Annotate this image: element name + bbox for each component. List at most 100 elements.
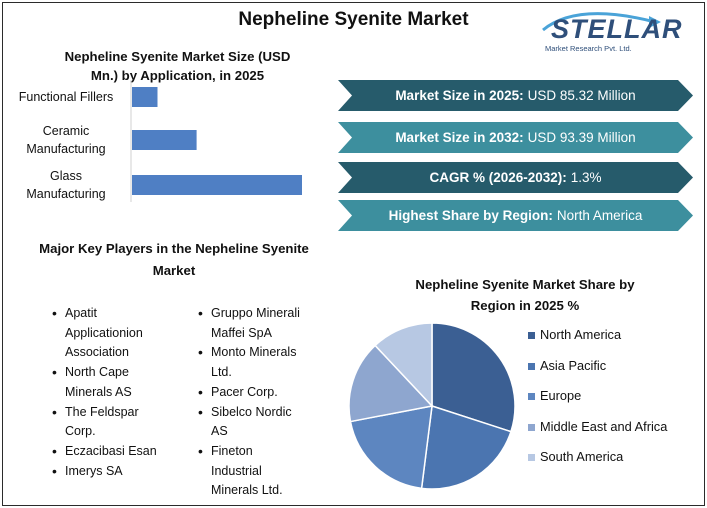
legend-label: Asia Pacific — [540, 357, 607, 373]
logo-tagline: Market Research Pvt. Ltd. — [545, 44, 632, 53]
pie-chart-title-line1: Nepheline Syenite Market Share by — [415, 277, 635, 292]
key-players-title-line2: Market — [152, 263, 196, 278]
stat-banner-2: Market Size in 2032: USD 93.39 Million — [338, 122, 693, 153]
key-player-line: Corp. — [65, 424, 96, 439]
key-player-line: Eczacibasi Esan — [65, 443, 157, 458]
key-player-item: Imerys SA — [52, 462, 157, 482]
region-share-pie-chart — [348, 322, 516, 490]
key-player-line: Minerals AS — [65, 384, 132, 399]
key-players-title-line1: Major Key Players in the Nepheline Syeni… — [39, 241, 309, 256]
key-player-item: Fineton Industrial Minerals Ltd. — [198, 442, 300, 501]
key-player-line: North Cape — [65, 365, 129, 380]
legend-item-north-america: North America — [528, 327, 667, 358]
logo-brand: STELLAR — [551, 14, 683, 44]
key-player-item: Pacer Corp. — [198, 383, 300, 403]
pie-slice-middle-east-and-africa — [348, 344, 434, 423]
key-player-line: Pacer Corp. — [211, 384, 278, 399]
banner-arrow-shape — [338, 122, 693, 153]
legend-swatch — [528, 454, 535, 462]
banner-text: Market Size in 2032: USD 93.39 Million — [338, 122, 693, 153]
bar-label-line: Manufacturing — [26, 187, 106, 201]
key-player-item: Sibelco Nordic AS — [198, 403, 300, 442]
legend-swatch — [528, 362, 535, 370]
bar-label-glass-manufacturing: Glass Manufacturing — [6, 167, 126, 203]
key-player-line: Applicationion — [65, 325, 143, 340]
key-player-line: Apatit — [65, 306, 97, 320]
banner-label: Market Size in 2032: — [395, 130, 524, 145]
pie-legend: North America Asia Pacific Europe Middle Ea… — [528, 327, 667, 480]
bar-ceramic-manufacturing — [132, 130, 197, 150]
legend-item-europe: Europe — [528, 388, 667, 419]
bar-chart-title-line1: Nepheline Syenite Market Size (USD — [64, 49, 291, 64]
banner-value: 1.3% — [570, 170, 602, 185]
key-player-item: Apatit Applicationion Association — [52, 304, 157, 363]
key-player-item: Monto Minerals Ltd. — [198, 343, 300, 382]
key-player-item: North Cape Minerals AS — [52, 363, 157, 402]
pie-slice-north-america — [431, 322, 516, 433]
pie-slice-south-america — [374, 322, 433, 408]
key-player-item: Gruppo Minerali Maffei SpA — [198, 304, 300, 343]
stat-banner-3: CAGR % (2026-2032): 1.3% — [338, 162, 693, 193]
key-player-line: Gruppo Minerali — [211, 306, 300, 320]
bar-chart-title: Nepheline Syenite Market Size (USD Mn.) … — [40, 47, 315, 85]
legend-label: South America — [540, 449, 624, 465]
legend-label: Middle East and Africa — [540, 418, 668, 434]
banner-text: Market Size in 2025: USD 85.32 Million — [338, 80, 693, 111]
key-player-line: Maffei SpA — [211, 325, 272, 340]
key-players-column-2: Gruppo Minerali Maffei SpA Monto Minerals L… — [198, 304, 300, 501]
key-player-line: AS — [211, 424, 228, 439]
page-title: Nepheline Syenite Market — [238, 9, 469, 30]
key-player-line: Sibelco Nordic — [211, 404, 292, 419]
logo-swoosh-icon — [542, 12, 661, 32]
key-player-line: The Feldspar — [65, 404, 139, 419]
key-player-line: Imerys SA — [65, 463, 123, 478]
pie-chart-title-line2: Region in 2025 % — [470, 298, 580, 313]
banner-text: CAGR % (2026-2032): 1.3% — [338, 162, 693, 193]
application-bar-chart — [130, 80, 302, 202]
key-player-item: Eczacibasi Esan — [52, 442, 157, 462]
pie-slice-asia-pacific — [420, 405, 512, 490]
bar-label-functional-fillers: Functional Fillers — [6, 88, 126, 106]
bar-label-line: Functional Fillers — [18, 90, 114, 104]
legend-swatch — [528, 332, 535, 339]
banner-arrow-shape — [338, 200, 693, 231]
company-logo: STELLAR Market Research Pvt. Ltd. — [537, 8, 682, 56]
key-player-line: Industrial — [211, 463, 262, 478]
bar-label-line: Manufacturing — [26, 142, 106, 156]
pie-chart-title: Nepheline Syenite Market Share by Region… — [370, 274, 680, 316]
banner-value: USD 93.39 Million — [527, 130, 636, 145]
banner-value: North America — [556, 208, 643, 223]
key-player-line: Minerals Ltd. — [211, 483, 283, 498]
banner-value: USD 85.32 Million — [527, 88, 636, 103]
banner-label: CAGR % (2026-2032): — [429, 170, 567, 185]
legend-item-asia-pacific: Asia Pacific — [528, 358, 667, 389]
stat-banner-4: Highest Share by Region: North America — [338, 200, 693, 231]
banner-text: Highest Share by Region: North America — [338, 200, 693, 231]
legend-swatch — [528, 393, 535, 401]
legend-swatch — [528, 423, 535, 431]
banner-label: Highest Share by Region: — [388, 208, 553, 223]
stat-banner-1: Market Size in 2025: USD 85.32 Million — [338, 80, 693, 111]
banner-arrow-shape — [338, 80, 693, 111]
key-players-column-1: Apatit Applicationion Association North Cap… — [52, 304, 157, 481]
key-player-line: Fineton — [211, 443, 253, 458]
key-player-line: Monto Minerals — [211, 345, 297, 360]
bar-label-line: Glass — [50, 169, 82, 183]
bar-chart-title-line2: Mn.) by Application, in 2025 — [90, 68, 265, 83]
bar-label-ceramic-manufacturing: Ceramic Manufacturing — [6, 122, 126, 158]
bar-glass-manufacturing — [132, 175, 302, 195]
key-player-line: Ltd. — [211, 365, 232, 380]
banner-label: Market Size in 2025: — [395, 88, 524, 103]
key-player-item: The Feldspar Corp. — [52, 403, 157, 442]
legend-label: North America — [540, 327, 622, 342]
legend-item-middle-east-and-africa: Middle East and Africa — [528, 419, 667, 450]
pie-slice-europe — [349, 405, 433, 490]
legend-item-south-america: South America — [528, 449, 667, 480]
key-player-line: Association — [65, 345, 129, 360]
key-players-title: Major Key Players in the Nepheline Syeni… — [18, 238, 330, 282]
banner-arrow-shape — [338, 162, 693, 193]
bar-functional-fillers — [132, 87, 158, 107]
legend-label: Europe — [540, 388, 582, 404]
bar-label-line: Ceramic — [42, 124, 90, 138]
